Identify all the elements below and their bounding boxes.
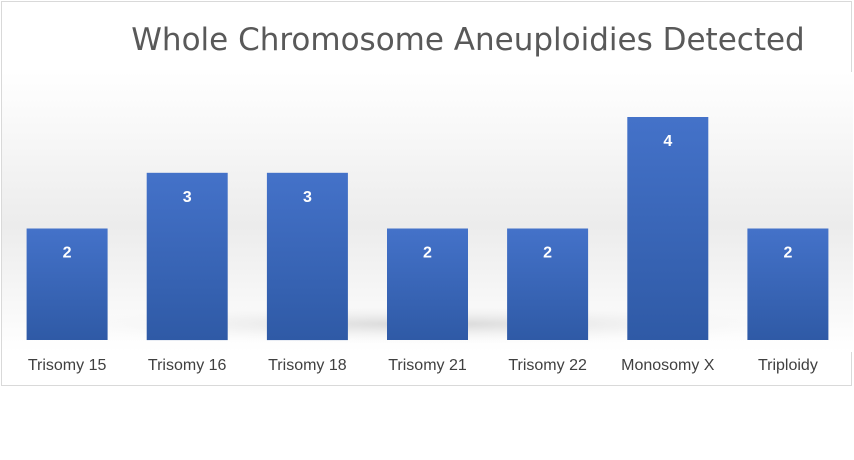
bars-layer (26, 117, 829, 341)
category-label: Trisomy 15 (28, 357, 107, 374)
category-label: Trisomy 21 (388, 357, 467, 374)
category-axis: Trisomy 15 Trisomy 16 Trisomy 18 Trisomy 21… (28, 357, 818, 374)
bar-trisomy-18 (266, 172, 348, 341)
category-label: Trisomy 16 (148, 357, 227, 374)
bar-trisomy-22 (507, 228, 589, 340)
data-label: 3 (303, 189, 312, 206)
bar-triploidy (747, 228, 829, 340)
data-label: 3 (183, 189, 192, 206)
data-label: 2 (63, 245, 72, 262)
data-label: 2 (783, 245, 792, 262)
chart-area: Whole Chromosome Aneuploidies Detected 2… (1, 1, 853, 386)
bar-trisomy-21 (387, 228, 468, 340)
category-label: Trisomy 22 (508, 357, 587, 374)
bar-chart: Whole Chromosome Aneuploidies Detected 2… (2, 22, 853, 374)
labels-layer: 2 3 3 2 2 4 2 (63, 133, 793, 262)
category-label: Trisomy 18 (268, 357, 347, 374)
bar-monosomy-x (627, 117, 709, 340)
chart-title: Whole Chromosome Aneuploidies Detected (131, 22, 804, 58)
bar-trisomy-15 (26, 228, 108, 340)
category-label: Triploidy (758, 357, 818, 374)
category-label: Monosomy X (621, 357, 715, 374)
data-label: 2 (543, 245, 552, 262)
bar-trisomy-16 (146, 172, 228, 341)
data-label: 2 (423, 245, 432, 262)
data-label: 4 (663, 133, 672, 150)
